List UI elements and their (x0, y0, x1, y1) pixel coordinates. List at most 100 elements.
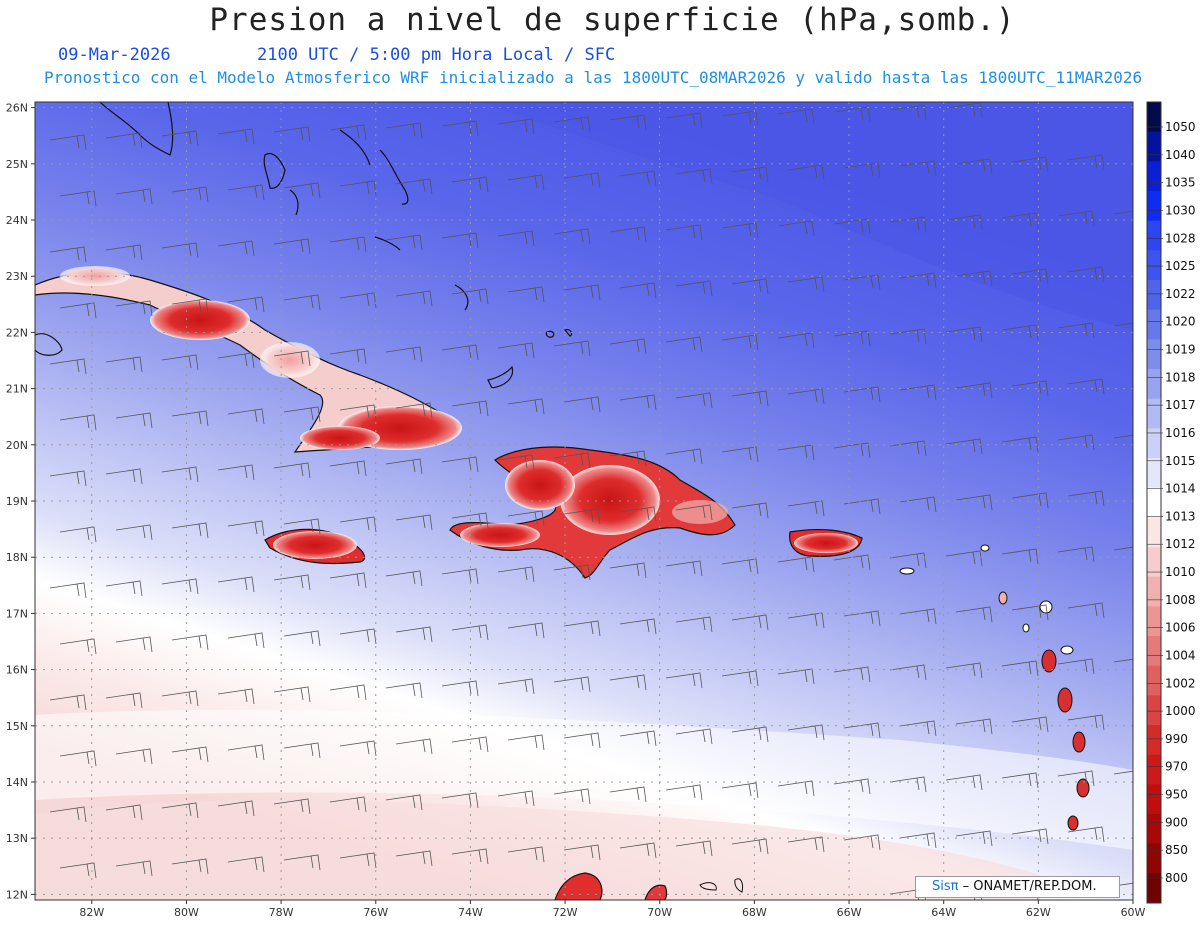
wind-barb (563, 284, 601, 301)
wind-barb (507, 286, 545, 303)
wind-barb (59, 750, 97, 767)
wind-barb (395, 850, 433, 867)
wind-barb (675, 728, 713, 745)
wind-barb (507, 846, 545, 863)
wind-barb (553, 340, 591, 357)
wind-barb (59, 526, 97, 543)
wind-barb (675, 392, 713, 409)
lat-tick-label: 18N (6, 551, 28, 564)
colorbar-swatch (1147, 428, 1161, 459)
wind-barb (899, 720, 937, 737)
wind-barb (721, 110, 759, 127)
wind-barb (497, 118, 535, 135)
colorbar-swatch (1147, 814, 1161, 845)
wind-barb (171, 522, 209, 539)
wind-barb (115, 860, 153, 877)
colorbar-label: 970 (1165, 760, 1188, 774)
colorbar-label: 1013 (1165, 509, 1196, 523)
jamaica-low-pressure (264, 528, 366, 565)
wind-barb (283, 182, 321, 199)
lon-tick-label: 62W (1026, 906, 1051, 919)
wind-barb (451, 512, 489, 529)
wind-barb (553, 788, 591, 805)
wind-barb (843, 162, 881, 179)
wind-barb (1011, 380, 1049, 397)
wind-barb (105, 356, 143, 373)
wind-barb (227, 856, 265, 873)
wind-barb (217, 352, 255, 369)
wind-barb (1011, 604, 1049, 621)
colorbar-swatch (1147, 665, 1161, 696)
wind-barb (49, 358, 87, 375)
wind-barb (1057, 210, 1095, 227)
wind-barb (731, 726, 769, 743)
wind-barb (1067, 826, 1105, 843)
lat-tick-label: 19N (6, 495, 28, 508)
wind-barb (395, 626, 433, 643)
wind-barb (105, 468, 143, 485)
wind-barb (283, 630, 321, 647)
wind-barb (507, 510, 545, 527)
wind-barb (945, 774, 983, 791)
wind-barb (955, 830, 993, 847)
colorbar-swatch (1147, 843, 1161, 874)
colorbar-label: 1002 (1165, 676, 1196, 690)
wind-barb (675, 168, 713, 185)
wind-barb (833, 666, 871, 683)
wind-barb (329, 572, 367, 589)
colorbar-label: 1006 (1165, 621, 1196, 635)
wind-barb (161, 130, 199, 147)
wind-barb (889, 776, 927, 793)
wind-barb (385, 682, 423, 699)
wind-barb (945, 214, 983, 231)
wind-barb (385, 346, 423, 363)
wind-barb (59, 190, 97, 207)
wind-barb (945, 662, 983, 679)
wind-barb (497, 790, 535, 807)
wind-barb (665, 448, 703, 465)
wind-barb (115, 188, 153, 205)
wind-barb (665, 784, 703, 801)
wind-barb (1057, 770, 1095, 787)
lon-tick-label: 72W (553, 906, 578, 919)
wind-barb (161, 242, 199, 259)
wind-barb (171, 746, 209, 763)
wind-barb (721, 222, 759, 239)
wind-barb (1001, 212, 1039, 229)
wind-barb (59, 638, 97, 655)
wind-barb (217, 128, 255, 145)
wind-barb (451, 176, 489, 193)
wind-barb (609, 114, 647, 131)
map-title: Presion a nivel de superficie (hPa,somb.… (209, 2, 1016, 38)
lon-tick-label: 78W (269, 906, 294, 919)
colorbar-label: 1015 (1165, 454, 1196, 468)
lat-tick-label: 17N (6, 607, 28, 620)
wind-barb (1067, 602, 1105, 619)
wind-barb (507, 174, 545, 191)
wind-barb (899, 384, 937, 401)
wind-barb (1001, 548, 1039, 565)
wind-barb (283, 406, 321, 423)
wind-barb (889, 552, 927, 569)
colorbar-swatch (1147, 339, 1161, 370)
wind-barb (619, 842, 657, 859)
colorbar-label: 1004 (1165, 648, 1196, 662)
colorbar-label: 1017 (1165, 398, 1196, 412)
wind-barb (227, 744, 265, 761)
wind-barb (105, 244, 143, 261)
wind-barb (273, 574, 311, 591)
wind-barb (497, 566, 535, 583)
wind-barb (329, 348, 367, 365)
colorbar-label: 1012 (1165, 537, 1196, 551)
wind-barb (1113, 882, 1133, 887)
wind-barb (609, 674, 647, 691)
lat-tick-label: 16N (6, 664, 28, 677)
wind-barb (777, 332, 815, 349)
wind-barb (273, 126, 311, 143)
lat-tick-label: 25N (6, 158, 28, 171)
wind-barb (833, 218, 871, 235)
wind-barbs (49, 102, 1133, 900)
wind-barb (385, 794, 423, 811)
colorbar-label: 1008 (1165, 593, 1196, 607)
wind-barb (451, 288, 489, 305)
